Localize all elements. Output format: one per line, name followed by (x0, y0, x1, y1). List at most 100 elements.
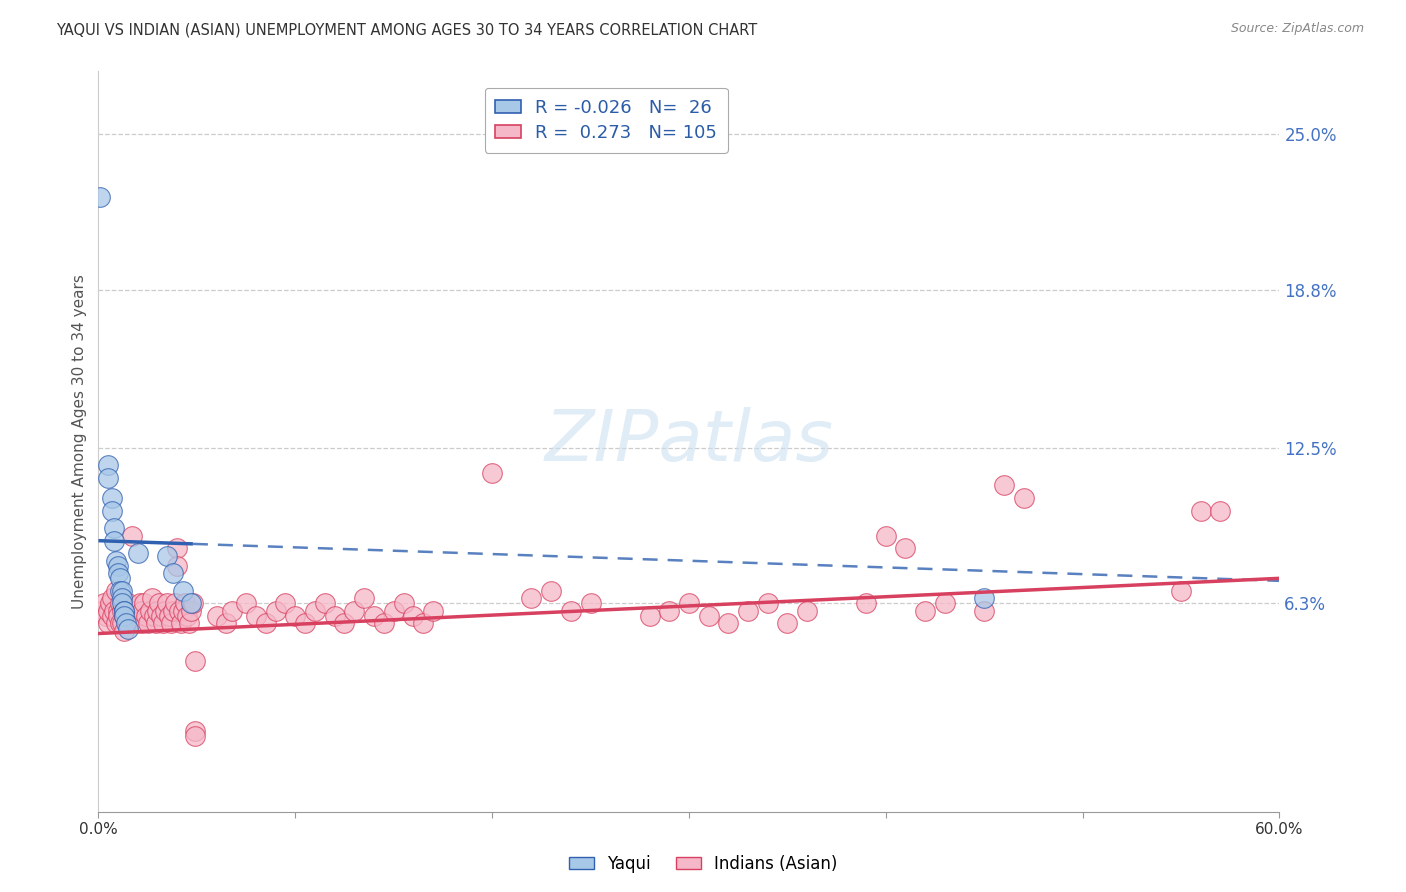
Point (156, 596, 179, 610)
Y-axis label: Unemployment Among Ages 30 to 34 years: Unemployment Among Ages 30 to 34 years (72, 274, 87, 609)
Point (145, 616, 167, 631)
Point (314, 596, 336, 610)
Point (111, 591, 134, 606)
Point (112, 624, 135, 638)
Point (108, 583, 131, 598)
Point (121, 529, 143, 543)
Point (108, 616, 131, 631)
Point (101, 609, 124, 624)
Point (101, 491, 124, 505)
Point (125, 616, 148, 631)
Point (135, 609, 157, 624)
Point (184, 730, 207, 744)
Point (101, 591, 124, 606)
Point (103, 521, 125, 535)
Point (155, 604, 177, 618)
Point (117, 616, 139, 631)
Point (177, 616, 200, 631)
Point (776, 616, 799, 631)
Point (658, 604, 681, 618)
Point (162, 566, 184, 581)
Point (184, 654, 207, 668)
Point (111, 604, 134, 618)
Point (107, 609, 129, 624)
Point (934, 596, 956, 610)
Point (412, 616, 434, 631)
Point (132, 596, 155, 610)
Point (157, 609, 180, 624)
Point (97, 458, 120, 473)
Point (373, 616, 395, 631)
Point (117, 622, 139, 636)
Point (111, 583, 134, 598)
Point (174, 596, 197, 610)
Point (333, 616, 356, 631)
Point (141, 591, 163, 606)
Point (127, 609, 149, 624)
Point (117, 596, 139, 610)
Point (112, 604, 135, 618)
Point (284, 609, 307, 624)
Point (131, 616, 153, 631)
Point (1189, 503, 1212, 517)
Point (107, 558, 129, 573)
Point (560, 604, 582, 618)
Point (170, 616, 193, 631)
Point (101, 503, 124, 517)
Text: Source: ZipAtlas.com: Source: ZipAtlas.com (1230, 22, 1364, 36)
Point (108, 571, 131, 585)
Point (579, 596, 602, 610)
Point (796, 604, 818, 618)
Text: YAQUI VS INDIAN (ASIAN) UNEMPLOYMENT AMONG AGES 30 TO 34 YEARS CORRELATION CHART: YAQUI VS INDIAN (ASIAN) UNEMPLOYMENT AMO… (56, 22, 758, 37)
Point (103, 533, 125, 548)
Point (162, 604, 184, 618)
Point (131, 604, 153, 618)
Point (215, 616, 238, 631)
Point (855, 596, 877, 610)
Point (156, 549, 179, 563)
Point (93, 596, 115, 610)
Point (353, 591, 375, 606)
Point (118, 609, 141, 624)
Point (105, 583, 128, 598)
Point (166, 541, 188, 556)
Point (697, 609, 720, 624)
Point (176, 609, 198, 624)
Point (205, 609, 228, 624)
Point (264, 604, 287, 618)
Point (235, 596, 257, 610)
Point (392, 596, 415, 610)
Point (973, 591, 995, 606)
Point (172, 583, 194, 598)
Point (540, 583, 562, 598)
Point (111, 596, 134, 610)
Point (115, 616, 138, 631)
Point (165, 596, 187, 610)
Point (678, 596, 700, 610)
Point (274, 596, 297, 610)
Point (184, 724, 207, 739)
Point (142, 609, 165, 624)
Point (402, 609, 425, 624)
Point (138, 604, 160, 618)
Point (97, 604, 120, 618)
Point (91, 604, 114, 618)
Point (112, 609, 135, 624)
Point (115, 604, 138, 618)
Point (1012, 491, 1035, 505)
Point (481, 466, 503, 480)
Point (1170, 583, 1192, 598)
Point (737, 604, 759, 618)
Point (107, 566, 129, 581)
Point (894, 541, 917, 556)
Legend: R = -0.026   N=  26, R =  0.273   N= 105: R = -0.026 N= 26, R = 0.273 N= 105 (485, 87, 728, 153)
Point (167, 604, 190, 618)
Point (180, 596, 202, 610)
Point (166, 558, 188, 573)
Point (875, 529, 897, 543)
Point (122, 604, 145, 618)
Point (914, 604, 936, 618)
Point (107, 604, 129, 618)
Point (97, 471, 120, 485)
Point (98, 596, 121, 610)
